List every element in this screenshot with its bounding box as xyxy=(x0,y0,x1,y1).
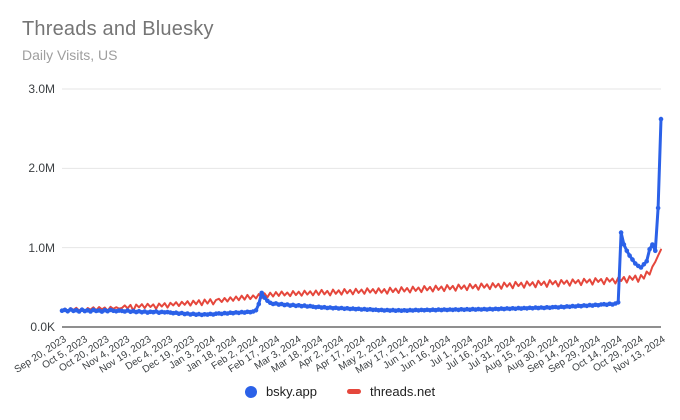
data-point[interactable] xyxy=(615,300,621,305)
data-point[interactable] xyxy=(638,265,644,270)
series-line-bsky-app[interactable] xyxy=(60,117,663,317)
data-point[interactable] xyxy=(624,248,630,254)
threads-series-dash-icon xyxy=(347,389,362,394)
legend-label: bsky.app xyxy=(265,384,318,399)
data-point[interactable] xyxy=(658,116,664,122)
y-axis-label: 2.0M xyxy=(28,161,55,176)
y-axis-label: 1.0M xyxy=(28,240,55,255)
legend-label: threads.net xyxy=(370,384,436,399)
legend-item-bsky-app[interactable]: bsky.app xyxy=(244,384,318,399)
y-axis-label: 3.0M xyxy=(28,82,55,96)
data-point[interactable] xyxy=(644,258,649,264)
series-line-threads-net[interactable] xyxy=(61,248,662,313)
data-point[interactable] xyxy=(650,242,655,247)
data-point[interactable] xyxy=(259,290,265,296)
data-point[interactable] xyxy=(621,242,627,247)
data-point[interactable] xyxy=(262,295,267,300)
data-point[interactable] xyxy=(641,262,647,267)
data-point[interactable] xyxy=(630,257,635,262)
data-point[interactable] xyxy=(256,301,262,307)
data-point[interactable] xyxy=(627,253,632,258)
data-point[interactable] xyxy=(655,205,661,211)
data-point[interactable] xyxy=(647,247,652,252)
data-point[interactable] xyxy=(653,248,658,254)
chart-subtitle: Daily Visits, US xyxy=(22,47,118,63)
data-point[interactable] xyxy=(253,308,259,313)
data-point[interactable] xyxy=(618,230,624,235)
legend-item-threads-net[interactable]: threads.net xyxy=(347,384,435,399)
bsky-series-dot-icon xyxy=(244,385,257,398)
chart-title: Threads and Bluesky xyxy=(22,18,214,40)
chart-legend: bsky.app threads.net xyxy=(0,384,680,399)
y-axis-label: 0.0K xyxy=(30,320,55,334)
